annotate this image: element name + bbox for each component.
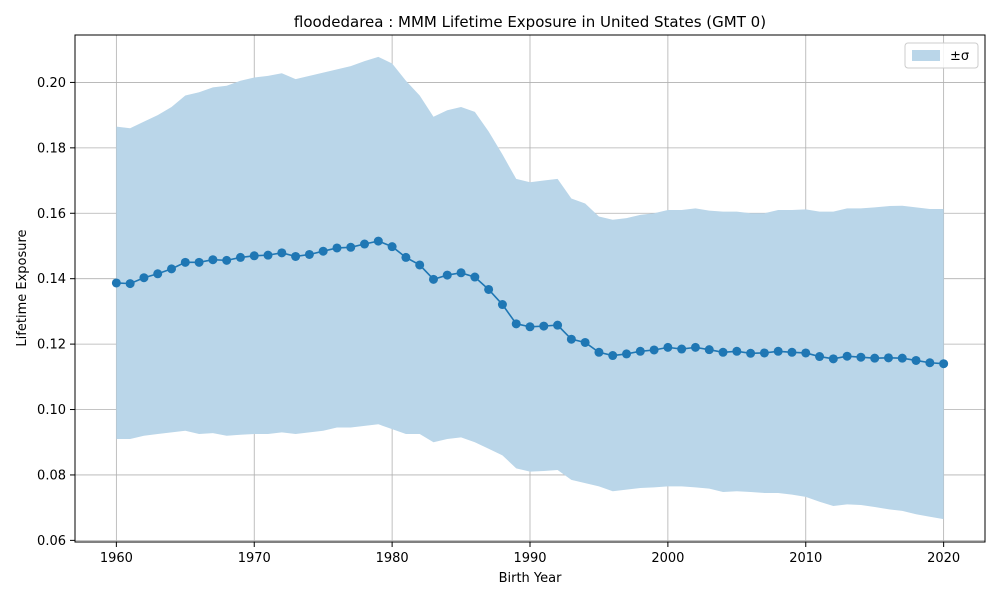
data-point: [263, 250, 273, 260]
legend-box: [904, 42, 979, 69]
x-tick-label: 1990: [513, 551, 546, 566]
y-tick-label: 0.18: [37, 141, 66, 156]
data-point: [139, 273, 149, 283]
data-point: [318, 246, 328, 256]
data-point: [373, 236, 383, 246]
data-point: [442, 270, 452, 280]
data-point: [594, 347, 604, 357]
data-point: [732, 346, 742, 356]
x-tick-label: 1960: [100, 551, 133, 566]
data-point: [249, 251, 259, 261]
data-point: [456, 268, 466, 278]
data-point: [690, 342, 700, 352]
y-tick-label: 0.14: [37, 272, 66, 287]
data-point: [180, 257, 190, 267]
data-point: [332, 243, 342, 253]
data-point: [539, 321, 549, 331]
data-point: [897, 353, 907, 363]
data-point: [828, 354, 838, 364]
data-point: [883, 353, 893, 363]
data-point: [511, 319, 521, 329]
y-tick-label: 0.10: [37, 403, 66, 418]
data-point: [677, 344, 687, 354]
legend: ±σ: [904, 42, 979, 69]
y-tick-label: 0.06: [37, 534, 66, 549]
data-point: [939, 359, 949, 369]
data-point: [401, 252, 411, 262]
data-point: [856, 352, 866, 362]
data-point: [925, 358, 935, 368]
data-point: [759, 348, 769, 358]
data-point: [870, 353, 880, 363]
data-point: [415, 260, 425, 270]
data-point: [635, 346, 645, 356]
data-point: [718, 347, 728, 357]
legend-label: ±σ: [950, 49, 969, 64]
data-point: [428, 274, 438, 284]
data-point: [111, 278, 121, 288]
x-ticks: 1960 1970 1980 1990 2000 2010 2020: [100, 542, 960, 566]
data-point: [649, 345, 659, 355]
y-axis-label: Lifetime Exposure: [15, 229, 30, 346]
data-point: [842, 351, 852, 361]
y-tick-label: 0.20: [37, 76, 66, 91]
chart-title: floodedarea : MMM Lifetime Exposure in U…: [294, 13, 766, 31]
data-point: [497, 300, 507, 310]
x-axis-label: Birth Year: [499, 571, 563, 586]
y-tick-label: 0.12: [37, 338, 66, 353]
data-point: [470, 272, 480, 282]
sigma-band: [116, 56, 944, 520]
series-layer: [111, 236, 949, 369]
data-point: [663, 342, 673, 352]
data-point: [484, 284, 494, 294]
data-point: [222, 255, 232, 265]
data-point: [622, 349, 632, 359]
data-point: [525, 322, 535, 332]
data-point: [553, 320, 563, 330]
data-point: [346, 242, 356, 252]
data-point: [360, 239, 370, 249]
data-point: [773, 346, 783, 356]
data-point: [125, 279, 135, 289]
x-tick-label: 1970: [238, 551, 271, 566]
data-point: [304, 249, 314, 259]
data-point: [194, 257, 204, 267]
data-point: [704, 345, 714, 355]
legend-swatch: [912, 50, 940, 61]
y-tick-label: 0.08: [37, 468, 66, 483]
y-ticks: 0.06 0.08 0.10 0.12 0.14 0.16 0.18 0.20: [37, 76, 75, 549]
data-point: [167, 264, 177, 274]
data-point: [580, 337, 590, 347]
data-point: [787, 347, 797, 357]
sigma-band-area: [116, 56, 944, 520]
data-point: [235, 252, 245, 262]
data-point: [911, 355, 921, 365]
data-point: [208, 255, 218, 265]
x-tick-label: 2020: [927, 551, 960, 566]
x-tick-label: 1980: [376, 551, 409, 566]
x-tick-label: 2000: [651, 551, 684, 566]
y-tick-label: 0.16: [37, 207, 66, 222]
data-point: [608, 351, 618, 361]
data-point: [277, 248, 287, 258]
x-tick-label: 2010: [789, 551, 822, 566]
data-point: [153, 269, 163, 279]
data-point: [291, 251, 301, 261]
data-point: [801, 348, 811, 358]
data-point: [815, 352, 825, 362]
data-point: [387, 242, 397, 252]
data-point: [566, 334, 576, 344]
data-point: [746, 348, 756, 358]
